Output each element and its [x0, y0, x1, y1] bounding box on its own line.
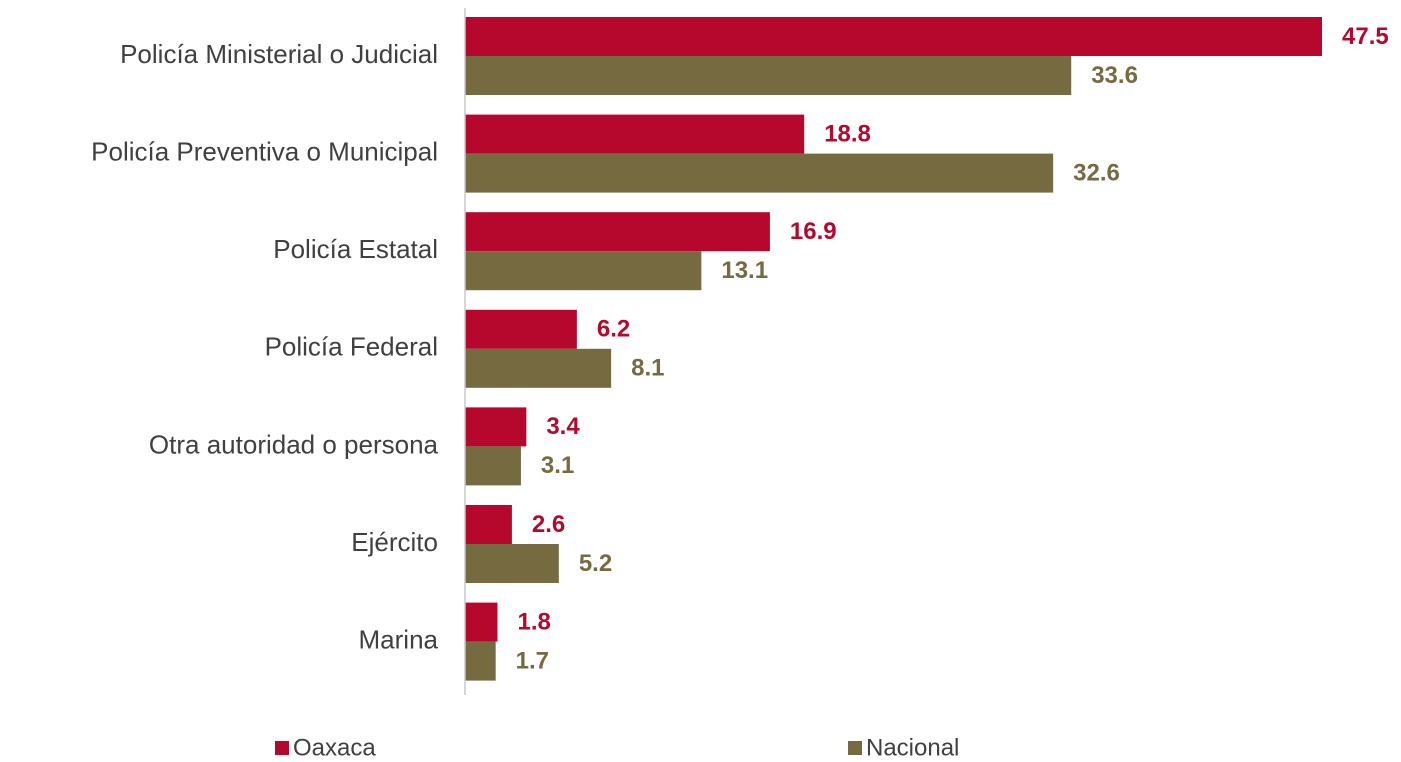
value-label: 13.1 — [721, 257, 768, 284]
bar — [465, 505, 512, 544]
category-label: Otra autoridad o persona — [149, 429, 439, 459]
value-label: 16.9 — [790, 218, 837, 245]
bar — [465, 251, 702, 291]
category-label: Policía Ministerial o Judicial — [120, 39, 438, 69]
bar — [465, 17, 1322, 56]
bar — [465, 446, 521, 486]
value-label: 1.7 — [516, 647, 549, 674]
bar — [465, 407, 527, 447]
value-label: 33.6 — [1091, 62, 1138, 89]
category-label: Policía Preventiva o Municipal — [91, 136, 438, 166]
value-label: 6.2 — [597, 316, 630, 343]
value-label: 3.4 — [546, 413, 580, 440]
bar — [465, 309, 577, 349]
value-label: 1.8 — [517, 608, 550, 635]
category-label: Policía Federal — [265, 332, 438, 362]
legend-swatch — [848, 741, 862, 755]
value-label: 5.2 — [579, 550, 612, 577]
bar — [465, 348, 612, 388]
bar — [465, 153, 1054, 193]
legend-label: Nacional — [866, 734, 959, 761]
legend-label: Oaxaca — [293, 734, 376, 761]
value-label: 8.1 — [631, 355, 664, 382]
bar — [465, 56, 1072, 95]
bar — [465, 114, 805, 154]
bar — [465, 212, 770, 252]
category-label: Policía Estatal — [273, 234, 438, 264]
value-label: 47.5 — [1342, 23, 1389, 50]
bar — [465, 641, 496, 681]
value-label: 32.6 — [1073, 159, 1120, 186]
bar — [465, 602, 498, 642]
legend-swatch — [275, 741, 289, 755]
category-label: Marina — [359, 624, 439, 654]
value-label: 3.1 — [541, 452, 574, 479]
bar — [465, 544, 559, 583]
category-label: Ejército — [351, 527, 438, 557]
value-label: 2.6 — [532, 511, 565, 538]
value-label: 18.8 — [824, 120, 871, 147]
